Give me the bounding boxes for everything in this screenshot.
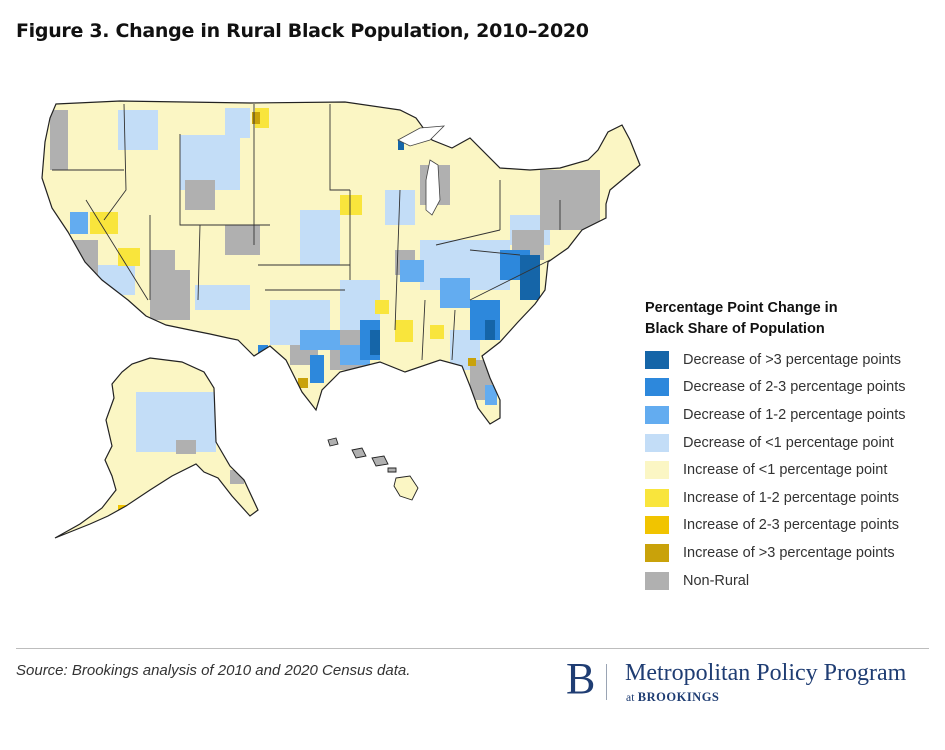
lake-michigan (425, 159, 441, 216)
region-dark-gold (252, 112, 476, 388)
legend-label: Decrease of <1 percentage point (683, 434, 894, 451)
legend-swatch (645, 543, 669, 562)
legend-item: Increase of <1 percentage point (645, 456, 935, 484)
legend-swatch (645, 378, 669, 397)
legend-label: Non-Rural (683, 572, 750, 589)
contiguous-us-outline (41, 100, 641, 425)
state-borders (52, 103, 561, 361)
legend-item: Decrease of 1-2 percentage points (645, 401, 935, 429)
legend-item: Non-Rural (645, 567, 935, 595)
legend-item: Decrease of >3 percentage points (645, 346, 935, 374)
legend-swatch (645, 405, 669, 424)
legend-label: Increase of 1-2 percentage points (683, 489, 900, 506)
hawaii (327, 437, 419, 501)
legend-label: Increase of 2-3 percentage points (683, 517, 900, 534)
legend-swatch (645, 516, 669, 535)
alaska (55, 358, 258, 538)
legend-item: Decrease of <1 percentage point (645, 429, 935, 457)
region-dark-blue (370, 140, 540, 355)
legend-label: Decrease of >3 percentage points (683, 351, 902, 368)
legend-item: Increase of 1-2 percentage points (645, 484, 935, 512)
legend-label: Increase of >3 percentage points (683, 544, 895, 561)
contiguous-us (42, 101, 640, 424)
legend-swatch (645, 461, 669, 480)
figure-title: Figure 3. Change in Rural Black Populati… (16, 20, 589, 42)
legend-item: Increase of 2-3 percentage points (645, 512, 935, 540)
region-mid-blue (70, 212, 497, 405)
legend-swatch (645, 350, 669, 369)
legend-item: Decrease of 2-3 percentage points (645, 374, 935, 402)
footer-divider (16, 648, 929, 649)
alaska-outline (54, 357, 259, 539)
legend-label: Decrease of 1-2 percentage points (683, 406, 906, 423)
brookings-logo-mark: B (566, 654, 596, 703)
legend-title: Percentage Point Change in Black Share o… (645, 300, 838, 337)
source-note: Source: Brookings analysis of 2010 and 2… (16, 662, 411, 679)
legend-swatch (645, 488, 669, 507)
logo-divider (606, 664, 607, 700)
legend-swatch (645, 433, 669, 452)
legend-item: Increase of >3 percentage points (645, 539, 935, 567)
legend-label: Decrease of 2-3 percentage points (683, 379, 906, 396)
program-affiliation: at BROOKINGS (626, 690, 720, 704)
legend-label: Increase of <1 percentage point (683, 462, 888, 479)
map-legend: Percentage Point Change in Black Share o… (645, 298, 935, 594)
legend-swatch (645, 571, 669, 590)
lake-superior (397, 125, 446, 147)
program-name: Metropolitan Policy Program (625, 660, 907, 686)
